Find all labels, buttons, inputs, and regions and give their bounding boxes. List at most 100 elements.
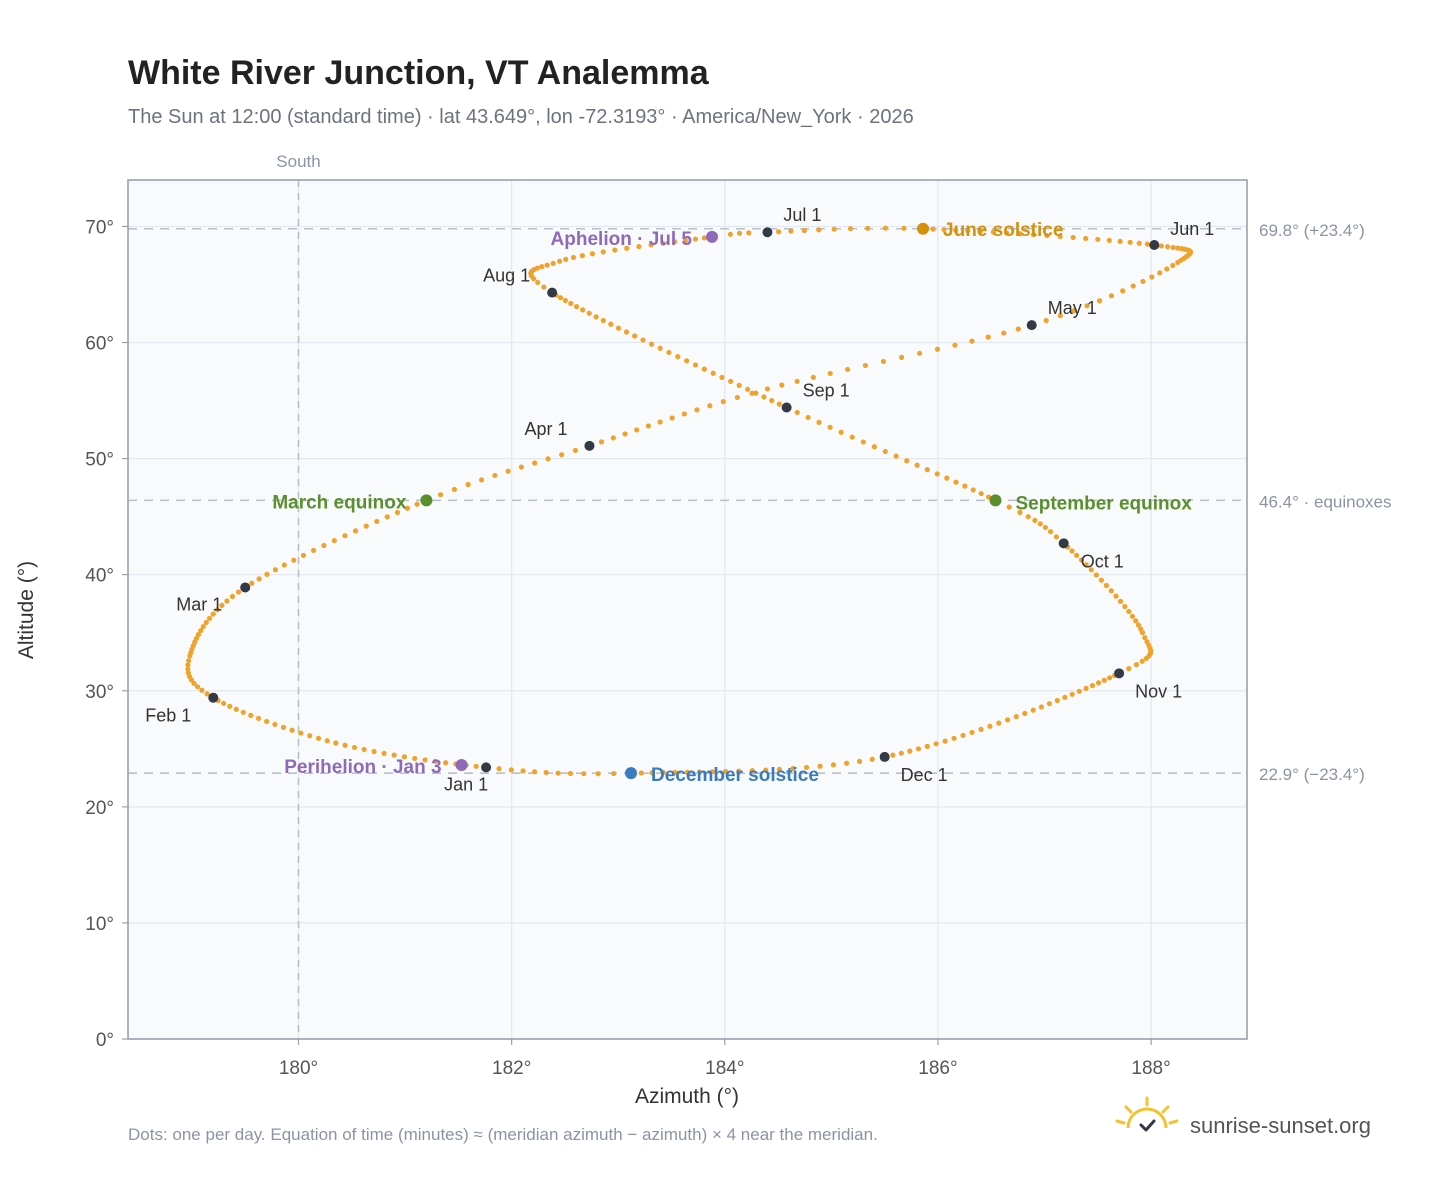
month-dot-jun-1: [1149, 240, 1160, 251]
daily-dot: [1070, 234, 1076, 241]
daily-dot: [1083, 562, 1089, 568]
daily-dot: [924, 743, 930, 749]
daily-dot: [1096, 298, 1103, 304]
daily-dot: [199, 687, 205, 693]
daily-dot: [1098, 577, 1104, 583]
daily-dot: [794, 409, 800, 416]
daily-dot: [535, 279, 541, 286]
event-dot-aphelion-jul-5: [706, 230, 719, 243]
daily-dot: [1093, 572, 1099, 578]
daily-dot: [1084, 303, 1090, 309]
month-label-may-1: May 1: [1048, 298, 1097, 318]
daily-dot: [600, 317, 606, 324]
daily-dot: [1004, 230, 1010, 236]
daily-dot: [1069, 548, 1075, 554]
daily-dot: [862, 362, 869, 369]
daily-dot: [914, 462, 920, 468]
footnote: Dots: one per day. Equation of time (min…: [128, 1125, 878, 1144]
daily-dot: [394, 509, 401, 516]
daily-dot: [567, 770, 574, 777]
daily-dot: [1103, 582, 1109, 589]
daily-dot: [1057, 313, 1063, 319]
month-dot-nov-1: [1114, 668, 1125, 679]
daily-dot: [563, 256, 569, 262]
daily-dot: [572, 447, 579, 453]
daily-dot: [391, 752, 397, 758]
daily-dot: [1158, 243, 1164, 249]
daily-dot: [1113, 593, 1119, 599]
daily-dot: [248, 712, 254, 718]
daily-dot: [1022, 710, 1028, 717]
daily-dot: [849, 434, 855, 440]
daily-dot: [1044, 232, 1050, 239]
daily-dot: [953, 227, 959, 233]
plot-frame: [127, 179, 1248, 1040]
daily-dot: [736, 768, 742, 774]
daily-dot: [598, 439, 605, 445]
sun-logo-icon: [1115, 1096, 1179, 1132]
daily-dot: [1170, 244, 1176, 251]
daily-dot: [985, 334, 991, 340]
month-label-jun-1: Jun 1: [1170, 219, 1214, 239]
daily-dot: [249, 580, 255, 586]
daily-dot: [1095, 680, 1102, 686]
daily-dot: [573, 304, 580, 310]
daily-dot: [432, 758, 438, 764]
daily-dot: [1108, 588, 1114, 594]
daily-dot: [749, 768, 755, 774]
daily-dot: [640, 337, 646, 343]
chart-subtitle: The Sun at 12:00 (standard time) · lat 4…: [128, 106, 914, 128]
daily-dot: [930, 226, 936, 232]
daily-dot: [865, 225, 871, 231]
daily-dot: [1038, 704, 1045, 710]
daily-dot: [612, 247, 618, 253]
daily-dot: [520, 768, 526, 774]
daily-dot: [901, 225, 907, 231]
daily-dot: [1057, 233, 1063, 240]
daily-dot: [544, 262, 550, 268]
daily-dot: [669, 415, 675, 421]
daily-dot: [856, 758, 863, 764]
daily-dot: [623, 329, 630, 335]
daily-dot: [352, 528, 359, 534]
daily-dot: [1071, 308, 1077, 314]
daily-dot: [776, 766, 782, 772]
daily-dot: [657, 419, 663, 425]
daily-dot: [953, 479, 959, 485]
daily-dot: [952, 342, 958, 348]
daily-dot: [1142, 635, 1148, 641]
daily-dot: [880, 358, 887, 365]
daily-dot: [227, 703, 233, 709]
daily-dot: [827, 370, 833, 377]
daily-dot: [185, 666, 191, 672]
daily-dot: [412, 755, 418, 762]
month-dot-jan-1: [481, 762, 492, 773]
daily-dot: [1164, 244, 1171, 250]
daily-dot: [281, 562, 287, 568]
daily-dot: [775, 229, 782, 235]
daily-dot: [200, 623, 206, 630]
daily-dot: [701, 366, 707, 372]
x-tick-label-3: 186°: [918, 1058, 957, 1079]
daily-dot: [229, 593, 236, 600]
daily-dot: [185, 670, 191, 676]
daily-dot: [361, 746, 367, 753]
daily-dot: [1170, 262, 1176, 269]
daily-dot: [898, 750, 904, 756]
daily-dot: [1106, 237, 1112, 243]
daily-dot: [672, 769, 678, 776]
daily-dot: [206, 615, 213, 621]
daily-dot: [235, 589, 242, 595]
daily-dot: [844, 760, 850, 766]
daily-dot: [701, 235, 707, 241]
daily-dot: [692, 236, 699, 242]
daily-dot: [694, 407, 700, 413]
daily-dot: [962, 483, 968, 489]
daily-dot: [1025, 514, 1031, 520]
month-dot-apr-1: [584, 440, 595, 451]
daily-dot: [543, 769, 549, 776]
daily-dot: [1047, 529, 1054, 535]
daily-dot: [333, 740, 339, 746]
month-label-aug-1: Aug 1: [483, 266, 530, 286]
